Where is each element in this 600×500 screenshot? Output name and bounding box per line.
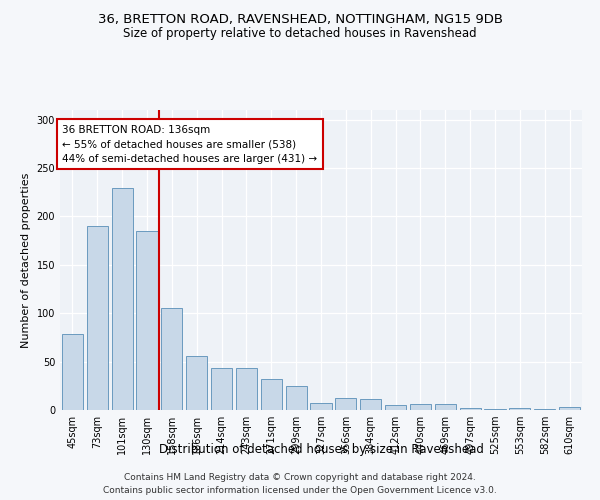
Text: 36 BRETTON ROAD: 136sqm
← 55% of detached houses are smaller (538)
44% of semi-d: 36 BRETTON ROAD: 136sqm ← 55% of detache…	[62, 124, 317, 164]
Bar	[136, 231, 158, 410]
Bar	[112, 188, 133, 410]
Bar	[360, 400, 381, 410]
Bar	[87, 226, 108, 410]
Bar	[211, 368, 232, 410]
Bar	[286, 386, 307, 410]
Bar	[410, 404, 431, 410]
Y-axis label: Number of detached properties: Number of detached properties	[21, 172, 31, 348]
Bar	[335, 398, 356, 410]
Text: Size of property relative to detached houses in Ravenshead: Size of property relative to detached ho…	[123, 28, 477, 40]
Bar	[484, 409, 506, 410]
Bar	[62, 334, 83, 410]
Bar	[236, 368, 257, 410]
Bar	[385, 405, 406, 410]
Bar	[161, 308, 182, 410]
Bar	[559, 407, 580, 410]
Bar	[460, 408, 481, 410]
Bar	[261, 379, 282, 410]
Text: Contains HM Land Registry data © Crown copyright and database right 2024.: Contains HM Land Registry data © Crown c…	[124, 472, 476, 482]
Bar	[509, 408, 530, 410]
Bar	[534, 409, 555, 410]
Bar	[186, 356, 207, 410]
Bar	[310, 403, 332, 410]
Text: 36, BRETTON ROAD, RAVENSHEAD, NOTTINGHAM, NG15 9DB: 36, BRETTON ROAD, RAVENSHEAD, NOTTINGHAM…	[97, 12, 503, 26]
Bar	[435, 404, 456, 410]
Text: Distribution of detached houses by size in Ravenshead: Distribution of detached houses by size …	[158, 442, 484, 456]
Text: Contains public sector information licensed under the Open Government Licence v3: Contains public sector information licen…	[103, 486, 497, 495]
